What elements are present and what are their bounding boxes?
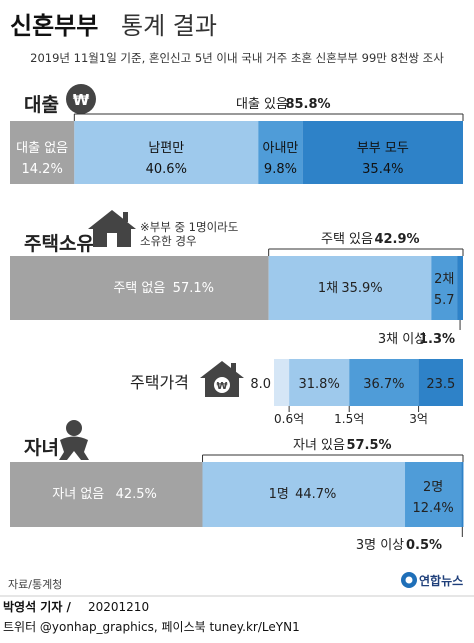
children-segment-name-0: 자녀 없음	[52, 487, 104, 502]
house-won-symbol: ₩	[216, 381, 227, 392]
housing-segment-name-2: 2채	[434, 272, 454, 287]
children-segment-value-3: 0.5%	[406, 538, 442, 553]
house-price-value-2: 36.7%	[363, 377, 404, 392]
housing-bar-segment-3	[457, 256, 463, 320]
children-segment-value-0: 42.5%	[116, 487, 157, 502]
social-info: 트위터 @yonhap_graphics, 페이스북 tuney.kr/LeYN…	[3, 620, 300, 634]
house-body	[88, 210, 136, 247]
loan-bar-segment-2	[258, 121, 303, 184]
loan-segment-name-1: 남편만	[148, 141, 184, 156]
yonhap-logo: 연합뉴스	[401, 572, 463, 588]
housing-segment-value-0: 57.1%	[173, 281, 214, 296]
page-title: 신혼부부	[10, 12, 98, 40]
children-segment-value-1: 44.7%	[295, 487, 336, 502]
house-price-bar-segment-2	[349, 359, 419, 406]
yonhap-logo-mark-inner	[405, 576, 413, 584]
header-description: 2019년 11월1일 기준, 혼인신고 5년 이내 국내 거주 초혼 신혼부부…	[30, 51, 444, 65]
housing-bar-segment-2	[431, 256, 458, 320]
won-coin-circle	[66, 84, 96, 114]
loan-total-label: 대출 있음	[236, 97, 288, 112]
children-bar-segment-2	[405, 462, 462, 527]
page-subtitle-title: 통계 결과	[121, 12, 217, 40]
children-segment-name-2: 2명	[423, 480, 443, 495]
loan-total-value: 85.8%	[285, 97, 330, 112]
housing-segment-name-1: 1채	[318, 281, 338, 296]
house-icon	[88, 210, 136, 247]
loan-bar-segment-0	[10, 121, 75, 184]
children-bar-segment-1	[202, 462, 406, 527]
children-segment-name-1: 1명	[269, 487, 289, 502]
house-door	[107, 233, 117, 247]
house-price-bar-segment-0	[274, 359, 290, 406]
house-price-boundary-1: 1.5억	[334, 412, 364, 426]
baby-body	[59, 436, 89, 460]
children-total-label: 자녀 있음	[293, 438, 345, 453]
house-price-section-title: 주택가격	[130, 373, 189, 392]
children-segment-name-3: 3명 이상	[356, 538, 404, 553]
loan-segment-value-3: 35.4%	[362, 162, 403, 177]
house-price-value-1: 31.8%	[299, 377, 340, 392]
housing-bar-segment-1	[268, 256, 432, 320]
house-price-boundary-2: 3억	[409, 412, 428, 426]
housing-section-title: 주택소유	[24, 233, 94, 255]
house-price-bar-segment-3	[418, 359, 463, 406]
housing-segment-value-3: 1.3%	[419, 332, 455, 347]
house-won-coin	[214, 377, 230, 393]
house-chimney	[123, 212, 128, 222]
loan-segment-name-3: 부부 모두	[357, 141, 409, 156]
children-segment-value-2: 12.4%	[412, 501, 453, 516]
housing-note-line2: 소유한 경우	[140, 234, 197, 248]
children-total-value: 57.5%	[346, 438, 391, 453]
byline-author: 박영석 기자 /	[3, 599, 72, 614]
housing-total-value: 42.9%	[374, 232, 419, 247]
won-coin-symbol: ₩	[73, 91, 90, 109]
loan-segment-value-2: 9.8%	[264, 162, 297, 177]
source-note: 자료/통계청	[8, 578, 62, 591]
children-bar-segment-3	[461, 462, 464, 527]
house-price-boundary-0: 0.6억	[274, 412, 304, 426]
children-bar-segment-0	[10, 462, 203, 527]
house-price-bar-segment-1	[289, 359, 350, 406]
loan-section-title: 대출	[24, 94, 59, 116]
loan-segment-name-2: 아내만	[262, 141, 298, 156]
housing-segment-name-0: 주택 없음	[113, 281, 165, 296]
housing-segment-value-1: 35.9%	[341, 281, 382, 296]
housing-segment-value-2: 5.7	[434, 293, 455, 308]
house-price-value-0: 8.0	[250, 377, 271, 392]
housing-bar-segment-0	[10, 256, 269, 320]
yonhap-logo-text: 연합뉴스	[419, 573, 463, 588]
house-won-icon: ₩	[200, 361, 244, 397]
loan-bar-segment-3	[302, 121, 463, 184]
house-price-value-3: 23.5	[426, 377, 455, 392]
baby-icon	[59, 420, 89, 460]
house-won-chimney	[231, 363, 236, 372]
won-coin-icon: ₩	[66, 84, 96, 114]
loan-bar-segment-1	[74, 121, 259, 184]
children-section-title: 자녀	[24, 437, 59, 459]
byline-date: 20201210	[88, 600, 149, 614]
loan-segment-value-0: 14.2%	[22, 162, 63, 177]
housing-note-line1: ※부부 중 1명이라도	[140, 220, 238, 234]
housing-total-label: 주택 있음	[321, 232, 373, 247]
housing-segment-name-3: 3채 이상	[378, 332, 426, 347]
loan-segment-value-1: 40.6%	[146, 162, 187, 177]
baby-head	[66, 420, 82, 436]
loan-segment-name-0: 대출 없음	[16, 141, 68, 156]
